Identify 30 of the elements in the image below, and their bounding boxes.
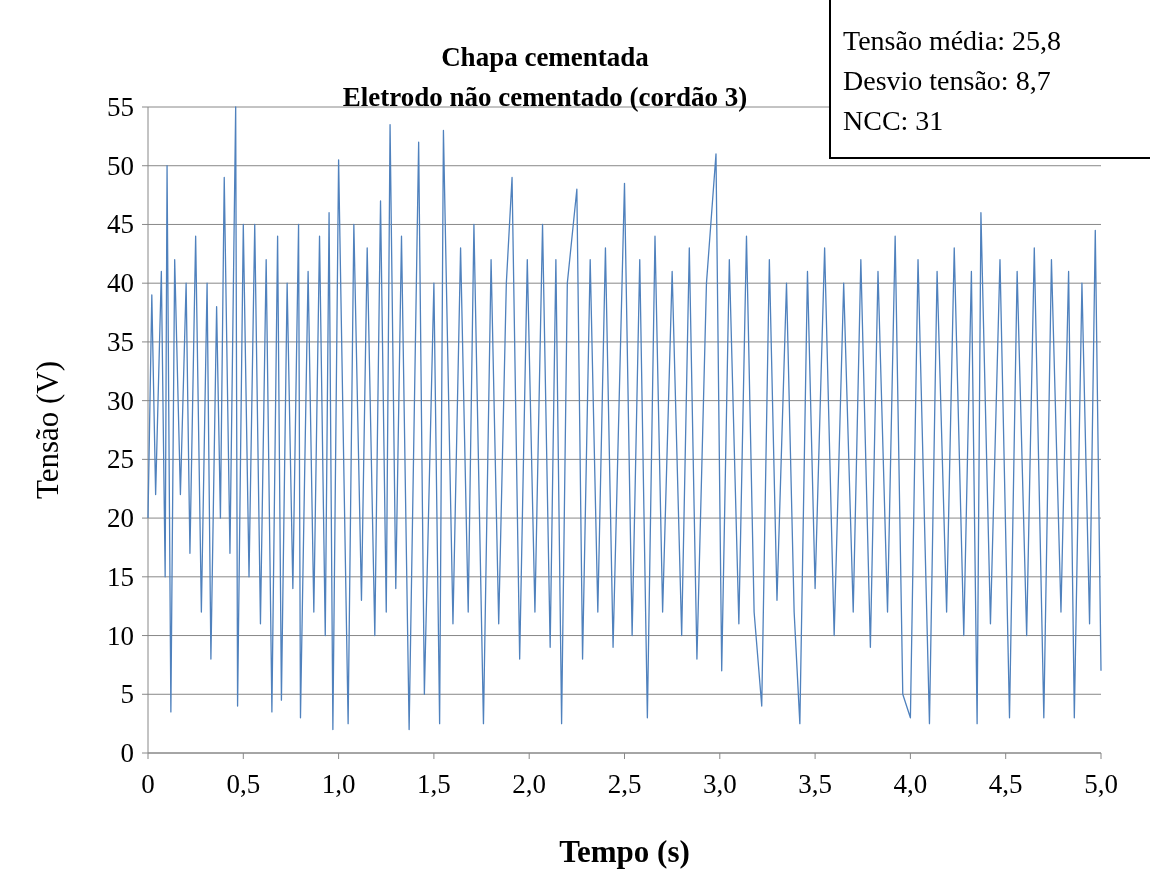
text: Desvio tensão: 8,7 [843,65,1051,96]
x-tick-label: 2,0 [512,769,547,799]
chart-title: Chapa cementada [441,42,650,72]
y-tick-label: 5 [120,679,134,710]
y-tick-label: 40 [107,268,134,299]
x-tick-label: 1,0 [321,769,356,799]
y-tick-label: 35 [107,326,134,357]
x-tick-label: 1,5 [417,769,451,799]
x-tick-label: 5,0 [1084,769,1118,799]
text: Tensão média: 25,8 [843,25,1062,56]
x-tick-label: 0,5 [226,769,261,799]
x-tick-label: 0 [141,769,155,799]
x-tick-label: 3,5 [798,769,832,799]
y-tick-label: 25 [107,444,134,475]
y-tick-label: 20 [107,503,134,534]
chart-subtitle: Eletrodo não cementado (cordão 3) [342,82,748,112]
annotation: NCC: 31 [843,105,944,136]
x-tick-label: 3,0 [702,769,737,799]
y-tick-label: 0 [120,738,134,768]
y-tick-label: 55 [107,92,134,122]
x-tick-label: 4,0 [893,769,928,799]
x-tick-label: 2,5 [607,769,642,799]
y-tick-label: 50 [107,150,134,181]
y-tick-label: 10 [107,620,134,651]
x-tick-label: 4,5 [988,769,1023,799]
x-axis-title: Tempo (s) [559,834,690,869]
y-tick-label: 15 [107,561,134,592]
y-tick-label: 30 [107,385,134,416]
y-axis-title: Tensão (V) [30,360,65,500]
y-tick-label: 45 [107,209,134,240]
